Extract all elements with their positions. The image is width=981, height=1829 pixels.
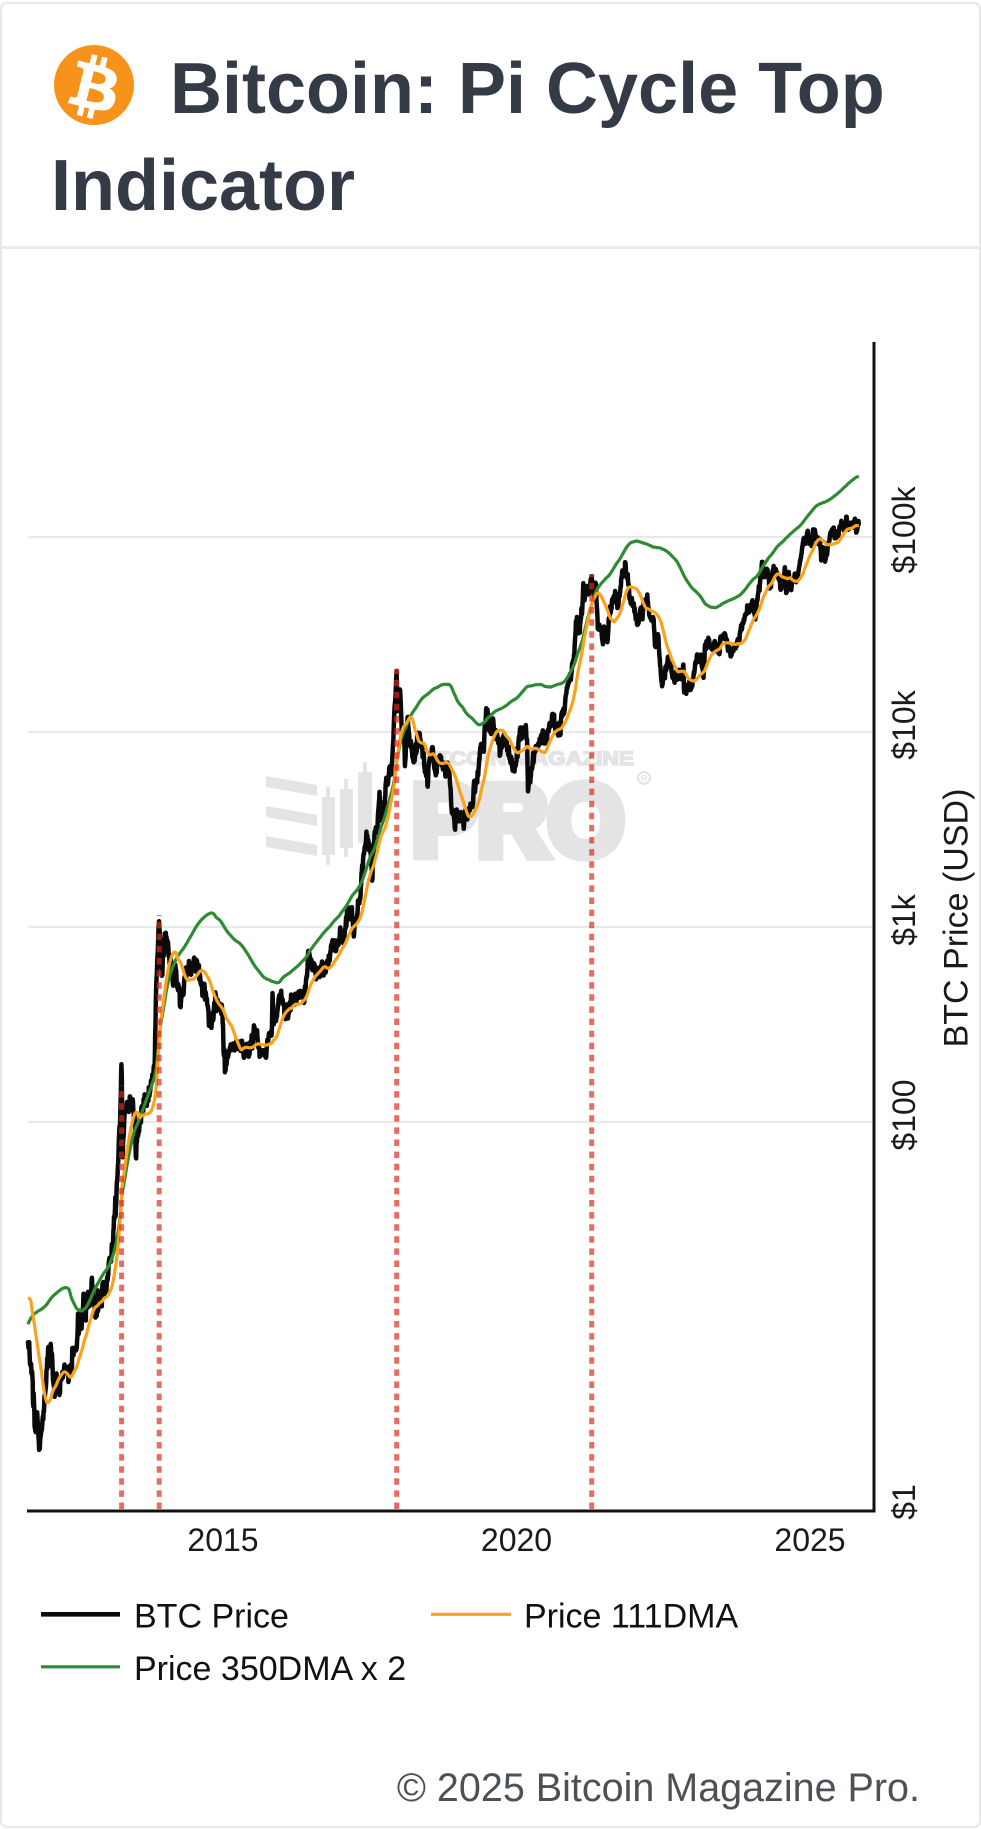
svg-text:$10k: $10k	[886, 689, 922, 759]
svg-text:2015: 2015	[187, 1522, 258, 1558]
svg-text:BITCOIN MAGAZINE: BITCOIN MAGAZINE	[413, 749, 634, 770]
svg-text:BTC Price: BTC Price	[134, 1598, 289, 1636]
svg-text:$1k: $1k	[886, 893, 922, 946]
svg-text:$1: $1	[886, 1484, 922, 1520]
svg-text:2025: 2025	[774, 1522, 845, 1558]
svg-text:Price 350DMA x 2: Price 350DMA x 2	[134, 1650, 406, 1688]
svg-text:© 2025 Bitcoin Magazine Pro.: © 2025 Bitcoin Magazine Pro.	[397, 1766, 920, 1810]
svg-text:Price 111DMA: Price 111DMA	[524, 1598, 738, 1636]
svg-text:BTC Price (USD): BTC Price (USD)	[938, 789, 976, 1048]
svg-text:R: R	[641, 774, 648, 784]
svg-text:$100k: $100k	[886, 485, 922, 573]
svg-text:$100: $100	[886, 1079, 922, 1150]
svg-text:2020: 2020	[481, 1522, 552, 1558]
